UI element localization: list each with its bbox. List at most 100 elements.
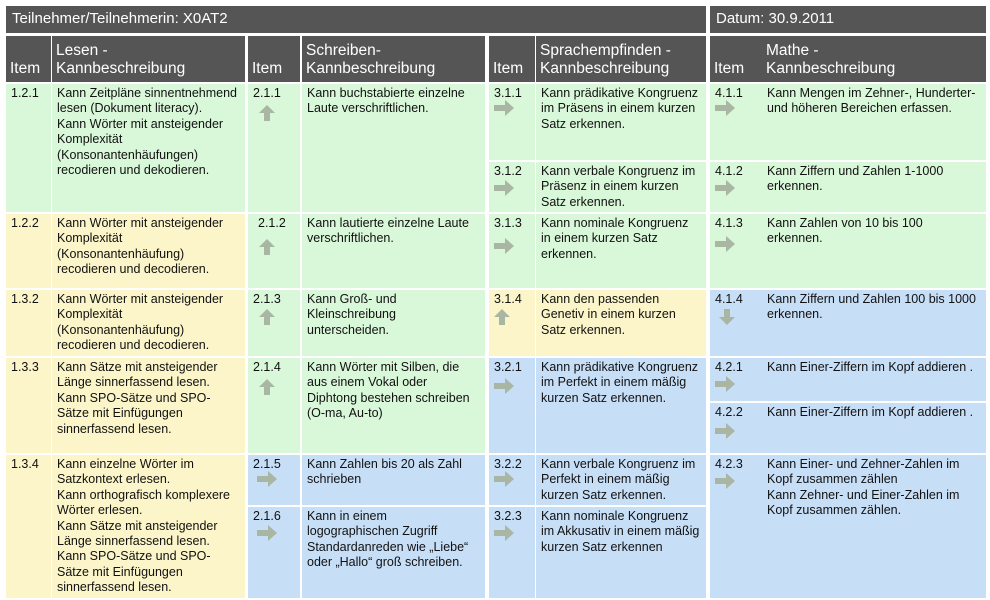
arrow-up-icon bbox=[258, 104, 276, 122]
mathe-item-cell: 4.1.4 bbox=[710, 290, 762, 356]
lesen-item-cell: 1.3.2 bbox=[6, 290, 51, 356]
mathe-item-cell: 4.2.1 bbox=[710, 358, 762, 401]
item-number: 2.1.1 bbox=[253, 86, 281, 100]
mathe-item-cell: 4.1.3 bbox=[710, 214, 762, 288]
schreiben-text-cell: Kann lautierte einzelne Laute verschrift… bbox=[302, 214, 485, 288]
schreiben-item-cell: 2.1.5 bbox=[248, 455, 300, 505]
mathe-text-cell: Kann Mengen im Zehner-, Hunderter- und h… bbox=[762, 84, 986, 160]
arrow-up-icon bbox=[258, 378, 276, 396]
col-sprache: Sprachempfinden - Kannbeschreibung bbox=[536, 36, 706, 82]
participant-label: Teilnehmer/Teilnehmerin: X0AT2 bbox=[12, 10, 228, 27]
mathe-item-cell: 4.1.1 bbox=[710, 84, 762, 160]
col-schreiben: Schreiben- Kannbeschreibung bbox=[302, 36, 485, 82]
col-lesen: Lesen - Kannbeschreibung bbox=[52, 36, 245, 82]
schreiben-text-cell: Kann buchstabierte einzelne Laute versch… bbox=[302, 84, 485, 212]
arrow-right-icon bbox=[714, 100, 736, 116]
item-number: 2.1.3 bbox=[253, 292, 281, 306]
mathe-text-cell: Kann Zahlen von 10 bis 100 erkennen. bbox=[762, 214, 986, 288]
lesen-item-cell: 1.3.4 bbox=[6, 455, 51, 598]
sprache-text-cell: Kann prädikative Kongruenz im Präsens in… bbox=[536, 84, 706, 160]
item-number: 4.2.1 bbox=[715, 360, 743, 374]
arrow-right-icon bbox=[256, 525, 278, 541]
schreiben-item-cell: 2.1.4 bbox=[248, 358, 300, 453]
lesen-text-cell: Kann Wörter mit ansteigender Komplexität… bbox=[52, 214, 245, 288]
sprache-text-cell: Kann nominale Kongruenz in einem kurzen … bbox=[536, 214, 706, 288]
arrow-right-icon bbox=[493, 100, 515, 116]
arrow-right-icon bbox=[714, 376, 736, 392]
item-number: 4.1.1 bbox=[715, 86, 743, 100]
arrow-down-icon bbox=[718, 308, 736, 326]
col-item-mathe: Item bbox=[710, 36, 762, 82]
lesen-text-cell: Kann Sätze mit ansteigender Länge sinner… bbox=[52, 358, 245, 453]
mathe-text-cell: Kann Einer-Ziffern im Kopf addieren . bbox=[762, 403, 986, 453]
arrow-up-icon bbox=[493, 308, 511, 326]
mathe-text-cell: Kann Einer- und Zehner-Zahlen im Kopf zu… bbox=[762, 455, 986, 598]
sprache-item-cell: 3.2.1 bbox=[489, 358, 535, 453]
lesen-item-cell: 1.3.3 bbox=[6, 358, 51, 453]
arrow-right-icon bbox=[714, 473, 736, 489]
sprache-item-cell: 3.1.4 bbox=[489, 290, 535, 356]
arrow-right-icon bbox=[714, 180, 736, 196]
item-number: 1.3.3 bbox=[11, 360, 39, 374]
sprache-text-cell: Kann prädikative Kongruenz im Perfekt in… bbox=[536, 358, 706, 453]
schreiben-item-cell: 2.1.1 bbox=[248, 84, 300, 212]
arrow-right-icon bbox=[493, 238, 515, 254]
item-number: 1.3.2 bbox=[11, 292, 39, 306]
mathe-item-cell: 4.2.2 bbox=[710, 403, 762, 453]
item-number: 2.1.6 bbox=[253, 509, 281, 523]
item-number: 2.1.4 bbox=[253, 360, 281, 374]
item-number: 4.1.2 bbox=[715, 164, 743, 178]
arrow-right-icon bbox=[714, 423, 736, 439]
item-number: 3.1.3 bbox=[494, 216, 522, 230]
col-item-sprache: Item bbox=[489, 36, 535, 82]
lesen-text-cell: Kann Zeitpläne sinnentnehmend lesen (Dok… bbox=[52, 84, 245, 212]
item-number: 2.1.2 bbox=[258, 216, 286, 230]
item-number: 2.1.5 bbox=[253, 457, 281, 471]
item-number: 1.3.4 bbox=[11, 457, 39, 471]
date-bar: Datum: 30.9.2011 bbox=[710, 6, 986, 33]
sprache-text-cell: Kann nominale Kongruenz im Akkusativ in … bbox=[536, 507, 706, 598]
schreiben-text-cell: Kann in einem logographischen Zugriff St… bbox=[302, 507, 485, 598]
item-number: 3.2.2 bbox=[494, 457, 522, 471]
item-number: 3.1.1 bbox=[494, 86, 522, 100]
item-number: 3.1.2 bbox=[494, 164, 522, 178]
lesen-item-cell: 1.2.1 bbox=[6, 84, 51, 212]
item-number: 3.2.3 bbox=[494, 509, 522, 523]
arrow-right-icon bbox=[493, 525, 515, 541]
item-number: 4.1.4 bbox=[715, 292, 743, 306]
lesen-text-cell: Kann einzelne Wörter im Satzkontext erle… bbox=[52, 455, 245, 598]
schreiben-text-cell: Kann Zahlen bis 20 als Zahl schrieben bbox=[302, 455, 485, 505]
item-number: 1.2.1 bbox=[11, 86, 39, 100]
arrow-right-icon bbox=[493, 378, 515, 394]
lesen-item-cell: 1.2.2 bbox=[6, 214, 51, 288]
col-item-schreiben: Item bbox=[248, 36, 300, 82]
arrow-right-icon bbox=[493, 180, 515, 196]
mathe-item-cell: 4.1.2 bbox=[710, 162, 762, 212]
schreiben-text-cell: Kann Groß- und Kleinschreibung untersche… bbox=[302, 290, 485, 356]
col-mathe: Mathe - Kannbeschreibung bbox=[762, 36, 986, 82]
schreiben-text-cell: Kann Wörter mit Silben, die aus einem Vo… bbox=[302, 358, 485, 453]
item-number: 4.2.2 bbox=[715, 405, 743, 419]
item-number: 3.1.4 bbox=[494, 292, 522, 306]
arrow-up-icon bbox=[258, 238, 276, 256]
lesen-text-cell: Kann Wörter mit ansteigender Komplexität… bbox=[52, 290, 245, 356]
sprache-text-cell: Kann verbale Kongruenz im Perfekt in ein… bbox=[536, 455, 706, 505]
mathe-text-cell: Kann Ziffern und Zahlen 100 bis 1000 erk… bbox=[762, 290, 986, 356]
sprache-item-cell: 3.1.1 bbox=[489, 84, 535, 160]
sprache-item-cell: 3.2.3 bbox=[489, 507, 535, 598]
sprache-item-cell: 3.1.2 bbox=[489, 162, 535, 212]
mathe-text-cell: Kann Ziffern und Zahlen 1-1000 erkennen. bbox=[762, 162, 986, 212]
arrow-up-icon bbox=[258, 308, 276, 326]
item-number: 4.2.3 bbox=[715, 457, 743, 471]
participant-bar: Teilnehmer/Teilnehmerin: X0AT2 bbox=[6, 6, 706, 33]
schreiben-item-cell: 2.1.3 bbox=[248, 290, 300, 356]
item-number: 4.1.3 bbox=[715, 216, 743, 230]
item-number: 1.2.2 bbox=[11, 216, 39, 230]
sprache-text-cell: Kann den passenden Genetiv in einem kurz… bbox=[536, 290, 706, 356]
arrow-right-icon bbox=[714, 236, 736, 252]
sprache-item-cell: 3.1.3 bbox=[489, 214, 535, 288]
arrow-right-icon bbox=[493, 471, 515, 487]
arrow-right-icon bbox=[256, 471, 278, 487]
schreiben-item-cell: 2.1.2 bbox=[248, 214, 300, 288]
mathe-text-cell: Kann Einer-Ziffern im Kopf addieren . bbox=[762, 358, 986, 401]
